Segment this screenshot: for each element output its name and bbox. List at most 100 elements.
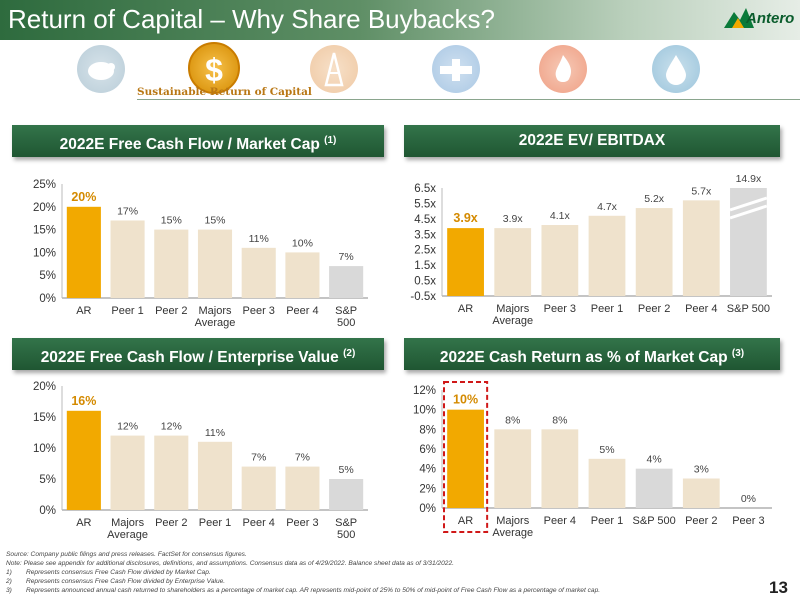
x-tick-label: Average [492,527,533,539]
bar [285,466,320,510]
data-label: 7% [339,251,354,263]
footnote-item: 2) Represents consensus Free Cash Flow di… [6,577,736,586]
icon-strip: $ [0,42,800,94]
data-label: 5.7x [691,185,712,197]
x-tick-label: Peer 2 [685,515,717,527]
data-label: 12% [117,421,138,433]
chart-fcf-mktcap: 0% 5% 10% 15% 20% 25% 20% AR 17% Peer 1 15% Peer 2 1… [33,179,368,329]
data-label: 4.1x [550,210,571,222]
y-tick-label: 5% [39,270,56,282]
x-tick-label: AR [458,515,473,527]
footnotes: Source: Company public filings and press… [6,550,736,595]
y-tick-label: 2% [419,483,436,495]
x-tick-label: 500 [337,529,355,541]
footnote-number: 1) [6,569,12,576]
x-tick-label: Majors [496,303,530,315]
bar [110,435,145,510]
panel-title-text: 2022E EV/ EBITDAX [518,132,666,149]
footnote-note: Note: Please see appendix for additional… [6,560,454,567]
pipeline-icon [432,45,480,93]
footnote-number: 2) [6,578,12,585]
data-label: 3.9x [453,211,477,225]
data-label: 4% [647,454,662,466]
y-tick-label: 0.5x [414,276,436,288]
x-tick-label: Peer 3 [732,515,764,527]
flame-icon [539,45,587,93]
footnote-item: 3) Represents announced annual cash retur… [6,586,736,595]
bar [635,468,673,508]
y-tick-label: -0.5x [410,291,436,303]
logo-text: Antero [746,10,795,27]
x-tick-label: Peer 3 [544,303,576,315]
panel-title-cash-return: 2022E Cash Return as % of Market Cap (3) [404,338,780,370]
bar [541,429,579,508]
data-label: 3% [694,464,709,476]
x-tick-label: Majors [198,305,232,317]
y-tick-label: 15% [33,412,56,424]
bar [730,188,767,296]
x-tick-label: Peer 4 [544,515,576,527]
y-tick-label: 3.5x [414,229,436,241]
y-tick-label: 5.5x [414,198,436,210]
page-title: Return of Capital – Why Share Buybacks? [8,4,496,34]
data-label: 11% [249,233,269,245]
bar [241,247,276,298]
dollar-sign-icon: $ [188,42,240,94]
bar [241,466,276,510]
bar [197,229,233,298]
x-tick-label: Average [107,529,148,541]
x-tick-label: Majors [111,517,145,529]
divider [137,99,800,100]
footnote-text: Represents announced annual cash returne… [26,587,601,594]
footnote-item: 1) Represents consensus Free Cash Flow di… [6,568,736,577]
panel-title-ev-ebitdax: 2022E EV/ EBITDAX [404,125,780,157]
axis-break-mark [729,204,768,220]
bar [494,429,532,508]
x-tick-label: S&P 500 [727,303,770,315]
footnote-ref: (1) [324,135,337,146]
water-drop-icon [652,45,700,93]
data-label: 14.9x [736,173,762,185]
y-tick-label: 15% [33,225,56,237]
y-tick-label: 20% [33,202,56,214]
x-tick-label: S&P 500 [633,515,676,527]
y-tick-label: 10% [413,405,436,417]
y-tick-label: 0% [39,293,56,305]
data-label: 3.9x [503,213,524,225]
bar [541,225,579,296]
panel-title-fcf-mktcap: 2022E Free Cash Flow / Market Cap (1) [12,125,384,157]
x-tick-label: S&P [335,305,357,317]
data-label: 5% [339,464,354,476]
x-tick-label: Peer 4 [685,303,717,315]
svg-text:$: $ [205,52,223,88]
chart-ev-ebitdax: -0.5x 0.5x 1.5x 2.5x 3.5x 4.5x 5.5x 6.5x 3.9x AR 3… [410,173,772,327]
y-tick-label: 10% [33,443,56,455]
x-tick-label: Majors [496,515,530,527]
bar [682,200,720,296]
data-label: 20% [71,190,96,204]
data-label: 15% [161,215,182,227]
bar [494,228,532,296]
panel-title-text: 2022E Free Cash Flow / Market Cap [59,136,320,154]
icon-tagline: Sustainable Return of Capital [137,86,312,98]
header-bar: Return of Capital – Why Share Buybacks? … [0,0,800,40]
y-tick-label: 4% [419,464,436,476]
y-tick-label: 1.5x [414,260,436,272]
footnote-number: 3) [6,587,12,594]
y-tick-label: 10% [33,247,56,259]
bar [197,441,233,510]
data-label: 10% [292,237,313,249]
bar [635,208,673,296]
y-tick-label: 20% [33,381,56,393]
bar [66,206,101,298]
y-tick-label: 25% [33,179,56,191]
data-label: 0% [741,493,756,505]
x-tick-label: Average [492,315,533,327]
data-label: 5% [599,444,614,456]
x-tick-label: Peer 3 [286,517,318,529]
x-tick-label: Peer 1 [111,305,143,317]
footnote-ref: (2) [343,348,356,359]
x-tick-label: Peer 2 [155,517,187,529]
bar [329,266,364,298]
